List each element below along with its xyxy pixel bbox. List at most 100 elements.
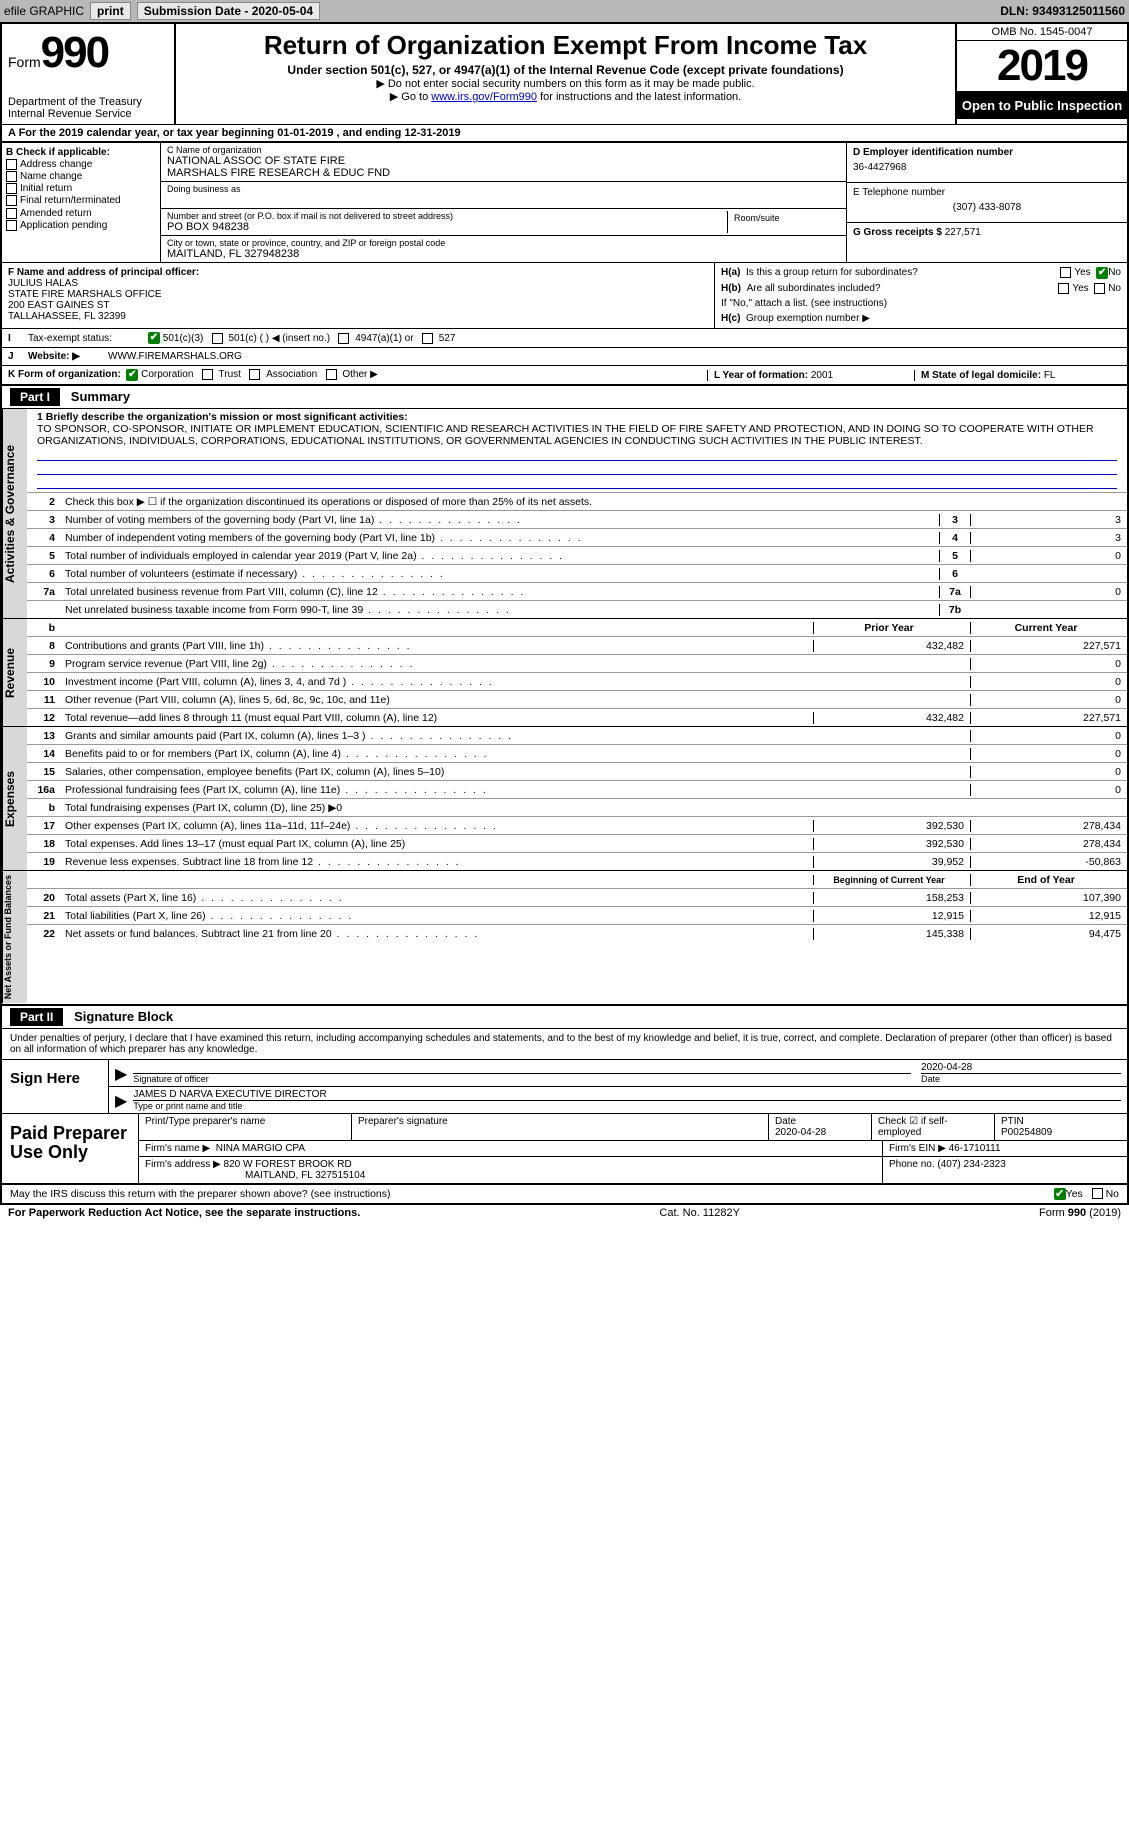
- form-header: Form990 Department of the Treasury Inter…: [0, 22, 1129, 124]
- may-irs-no[interactable]: [1092, 1188, 1103, 1199]
- may-irs-yes-checked: ✔: [1054, 1188, 1066, 1200]
- part2-header: Part II: [10, 1008, 63, 1026]
- ha-yes[interactable]: [1060, 267, 1071, 278]
- sign-here-label: Sign Here: [2, 1060, 109, 1113]
- chk-other[interactable]: [326, 369, 337, 380]
- box-deg: D Employer identification number 36-4427…: [846, 143, 1127, 262]
- hb-yes[interactable]: [1058, 283, 1069, 294]
- arrow-icon: ▶: [115, 1064, 127, 1084]
- form-label: Form: [8, 54, 41, 70]
- addr-label: Number and street (or P.O. box if mail i…: [167, 211, 727, 221]
- dept-treasury: Department of the Treasury: [8, 96, 168, 108]
- arrow-icon: ▶: [115, 1091, 127, 1111]
- officer-l2: STATE FIRE MARSHALS OFFICE: [8, 289, 708, 300]
- governance-section: Activities & Governance 1 Briefly descri…: [0, 409, 1129, 619]
- phone-value: (307) 433-8078: [853, 202, 1121, 213]
- h-note: If "No," attach a list. (see instruction…: [721, 298, 1121, 309]
- print-button[interactable]: print: [90, 2, 131, 20]
- irs-link[interactable]: www.irs.gov/Form990: [431, 91, 537, 103]
- chk-address-change[interactable]: [6, 159, 17, 170]
- chk-app-pending[interactable]: [6, 220, 17, 231]
- officer-label: F Name and address of principal officer:: [8, 267, 708, 278]
- form-subtitle: Under section 501(c), 527, or 4947(a)(1)…: [186, 63, 945, 77]
- signature-block: Under penalties of perjury, I declare th…: [0, 1028, 1129, 1185]
- chk-assoc[interactable]: [249, 369, 260, 380]
- line-i: I Tax-exempt status: ✔ 501(c)(3) 501(c) …: [0, 329, 1129, 348]
- box-c: C Name of organization NATIONAL ASSOC OF…: [161, 143, 846, 262]
- org-name-label: C Name of organization: [167, 145, 840, 155]
- corp-checked: ✔: [126, 369, 138, 381]
- prep-sig-label: Preparer's signature: [352, 1114, 769, 1140]
- sig-officer-label: Signature of officer: [133, 1073, 911, 1084]
- revenue-section: Revenue bPrior YearCurrent Year 8Contrib…: [0, 619, 1129, 727]
- box-f: F Name and address of principal officer:…: [2, 263, 715, 328]
- city: MAITLAND, FL 327948238: [167, 248, 840, 260]
- org-name: NATIONAL ASSOC OF STATE FIRE: [167, 155, 840, 167]
- box-b: B Check if applicable: Address change Na…: [2, 143, 161, 262]
- box-h: H(a) Is this a group return for subordin…: [715, 263, 1127, 328]
- type-name-label: Type or print name and title: [133, 1100, 1121, 1111]
- top-bar: efile GRAPHIC print Submission Date - 20…: [0, 0, 1129, 22]
- city-label: City or town, state or province, country…: [167, 238, 840, 248]
- net-assets-section: Net Assets or Fund Balances Beginning of…: [0, 871, 1129, 1005]
- part1-header: Part I: [10, 388, 60, 406]
- officer-l4: TALLAHASSEE, FL 32399: [8, 311, 708, 322]
- chk-527[interactable]: [422, 333, 433, 344]
- chk-initial-return[interactable]: [6, 183, 17, 194]
- footer-mid: Cat. No. 11282Y: [659, 1207, 740, 1219]
- mission-block: 1 Briefly describe the organization's mi…: [27, 409, 1127, 492]
- gross-receipts-value: 227,571: [945, 227, 981, 238]
- may-irs-discuss: May the IRS discuss this return with the…: [0, 1185, 1129, 1205]
- org-name-2: MARSHALS FIRE RESEARCH & EDUC FND: [167, 167, 840, 179]
- chk-final-return[interactable]: [6, 195, 17, 206]
- header-left: Form990 Department of the Treasury Inter…: [2, 24, 176, 124]
- chk-amended[interactable]: [6, 208, 17, 219]
- ha-no-checked: ✔: [1096, 267, 1108, 279]
- revenue-tab: Revenue: [2, 619, 27, 726]
- officer-l3: 200 EAST GAINES ST: [8, 300, 708, 311]
- addr: PO BOX 948238: [167, 221, 727, 233]
- header-mid: Return of Organization Exempt From Incom…: [176, 24, 955, 124]
- header-right: OMB No. 1545-0047 2019 Open to Public In…: [955, 24, 1127, 124]
- chk-4947[interactable]: [338, 333, 349, 344]
- line-j: J Website: ▶ WWW.FIREMARSHALS.ORG: [0, 348, 1129, 366]
- chk-501c[interactable]: [212, 333, 223, 344]
- line-a-tax-year: A For the 2019 calendar year, or tax yea…: [0, 124, 1129, 141]
- section-fh: F Name and address of principal officer:…: [0, 263, 1129, 329]
- tax-year: 2019: [957, 41, 1127, 92]
- box-b-label: B Check if applicable:: [6, 147, 156, 158]
- part2-title: Signature Block: [74, 1009, 173, 1024]
- form-note1: ▶ Do not enter social security numbers o…: [186, 77, 945, 90]
- date-label: Date: [921, 1073, 1121, 1084]
- expenses-tab: Expenses: [2, 727, 27, 870]
- part1-title: Summary: [71, 389, 130, 404]
- phone-label: E Telephone number: [853, 187, 1121, 198]
- expenses-section: Expenses 13Grants and similar amounts pa…: [0, 727, 1129, 871]
- paid-preparer-label: Paid Preparer Use Only: [2, 1114, 139, 1183]
- form-title: Return of Organization Exempt From Incom…: [186, 30, 945, 61]
- footer-left: For Paperwork Reduction Act Notice, see …: [8, 1207, 360, 1219]
- ein-value: 36-4427968: [853, 162, 1121, 173]
- 501c3-checked: ✔: [148, 332, 160, 344]
- dba-label: Doing business as: [167, 184, 840, 194]
- chk-name-change[interactable]: [6, 171, 17, 182]
- hb-no[interactable]: [1094, 283, 1105, 294]
- section-bcdeg: B Check if applicable: Address change Na…: [0, 141, 1129, 263]
- gross-receipts-label: G Gross receipts $: [853, 227, 942, 238]
- line-klm: K Form of organization: ✔ Corporation Tr…: [0, 366, 1129, 386]
- chk-trust[interactable]: [202, 369, 213, 380]
- efile-label: efile GRAPHIC: [4, 4, 84, 18]
- officer-name-title: JAMES D NARVA EXECUTIVE DIRECTOR: [133, 1089, 1121, 1100]
- form-number: 990: [41, 28, 108, 77]
- footer-right: Form 990 (2019): [1039, 1207, 1121, 1219]
- governance-tab: Activities & Governance: [2, 409, 27, 618]
- open-public-badge: Open to Public Inspection: [957, 92, 1127, 119]
- net-assets-tab: Net Assets or Fund Balances: [2, 871, 27, 1003]
- submission-date: Submission Date - 2020-05-04: [137, 2, 320, 20]
- dln: DLN: 93493125011560: [1000, 4, 1125, 18]
- sig-date: 2020-04-28: [921, 1062, 1121, 1073]
- sig-intro: Under penalties of perjury, I declare th…: [2, 1029, 1127, 1060]
- website-value: WWW.FIREMARSHALS.ORG: [108, 351, 242, 362]
- irs-label: Internal Revenue Service: [8, 108, 168, 120]
- mission-text: TO SPONSOR, CO-SPONSOR, INITIATE OR IMPL…: [37, 423, 1117, 447]
